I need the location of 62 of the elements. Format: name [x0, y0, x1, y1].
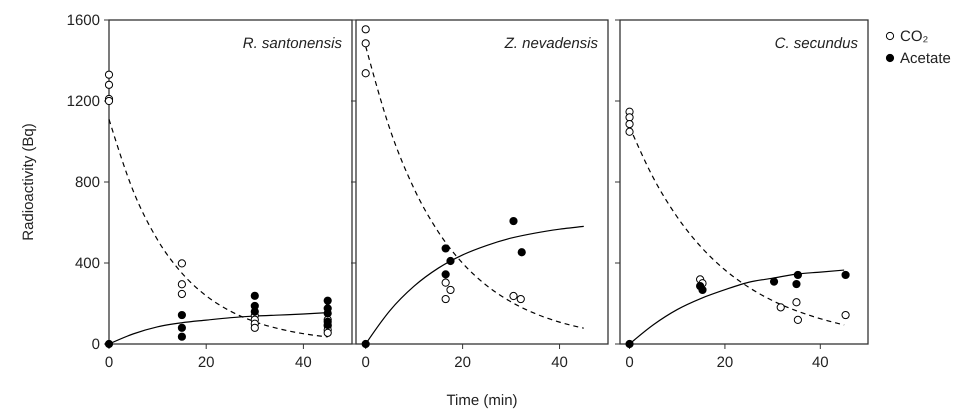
x-tick-label: 20 [716, 354, 734, 371]
point [509, 292, 518, 300]
x-tick-label: 20 [198, 354, 215, 371]
y-tick-label: 0 [92, 336, 100, 353]
point [518, 248, 526, 256]
x-tick-label: 0 [104, 354, 114, 371]
x-tick-label: 40 [812, 354, 829, 371]
point [792, 280, 801, 288]
point [776, 303, 785, 312]
point [625, 340, 634, 348]
y-tick-label: 400 [74, 255, 100, 272]
point [104, 340, 114, 348]
point [178, 280, 186, 288]
point [841, 270, 850, 280]
point [362, 25, 370, 34]
point [770, 278, 778, 286]
x-tick-label: 20 [454, 354, 471, 371]
point [250, 324, 259, 332]
point [104, 70, 114, 79]
y-tick-label: 1600 [66, 12, 100, 29]
point [625, 120, 634, 128]
point [446, 286, 455, 294]
text: R. santonensis [242, 35, 342, 52]
point [324, 328, 332, 337]
point [625, 128, 634, 136]
x-axis-title: Time (min) [446, 392, 518, 409]
point [362, 39, 370, 48]
point [442, 244, 450, 253]
x-tick-label: 40 [551, 354, 568, 371]
point [178, 332, 186, 341]
point [442, 270, 450, 278]
point [698, 286, 707, 294]
point [362, 340, 370, 348]
x-tick-label: 0 [362, 354, 370, 371]
point [362, 69, 370, 78]
point [509, 216, 518, 226]
legend-label: Acetate [900, 50, 951, 67]
point [841, 310, 850, 320]
point [446, 256, 455, 266]
point [178, 259, 186, 268]
point [178, 324, 186, 332]
point [250, 308, 259, 316]
x-tick-label: 40 [295, 354, 312, 371]
point [442, 278, 450, 287]
point [625, 113, 634, 122]
x-tick-label: 0 [625, 354, 634, 371]
point [792, 298, 801, 306]
point [794, 270, 802, 280]
point [250, 292, 259, 300]
y-tick-label: 800 [74, 174, 100, 191]
legend-label: CO₂ [900, 28, 928, 45]
point [794, 316, 802, 324]
y-tick-label: 1200 [66, 93, 100, 110]
text: C. secundus [774, 35, 858, 52]
y-axis-title: Radioactivity (Bq) [20, 123, 37, 241]
point [178, 290, 186, 298]
point [442, 294, 450, 304]
point [324, 296, 332, 305]
point [516, 294, 525, 304]
point [104, 80, 114, 89]
text: Z. nevadensis [504, 35, 598, 52]
point [178, 310, 186, 320]
